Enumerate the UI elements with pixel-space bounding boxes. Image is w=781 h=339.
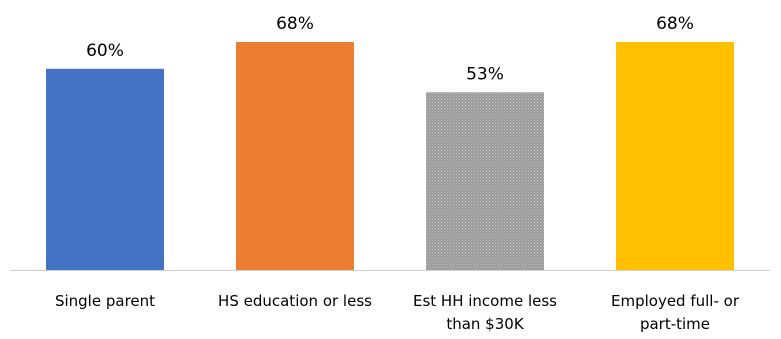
bar-0 [46,68,164,270]
category-label-2: Est HH income less than $30K [413,292,557,333]
labels-layer: 60% Single parent 68% HS education or less 5… [55,14,740,333]
data-label-3: 68% [656,14,694,34]
bar-1 [236,42,354,270]
data-label-0: 60% [86,41,124,61]
category-label-0: Single parent [55,292,155,310]
bar-2 [426,92,544,270]
data-label-1: 68% [276,14,314,34]
bars-layer [46,42,734,270]
bar-3 [616,42,734,270]
category-label-3: Employed full- or part-time [611,292,740,333]
data-label-2: 53% [466,64,504,84]
category-label-1: HS education or less [218,292,372,310]
